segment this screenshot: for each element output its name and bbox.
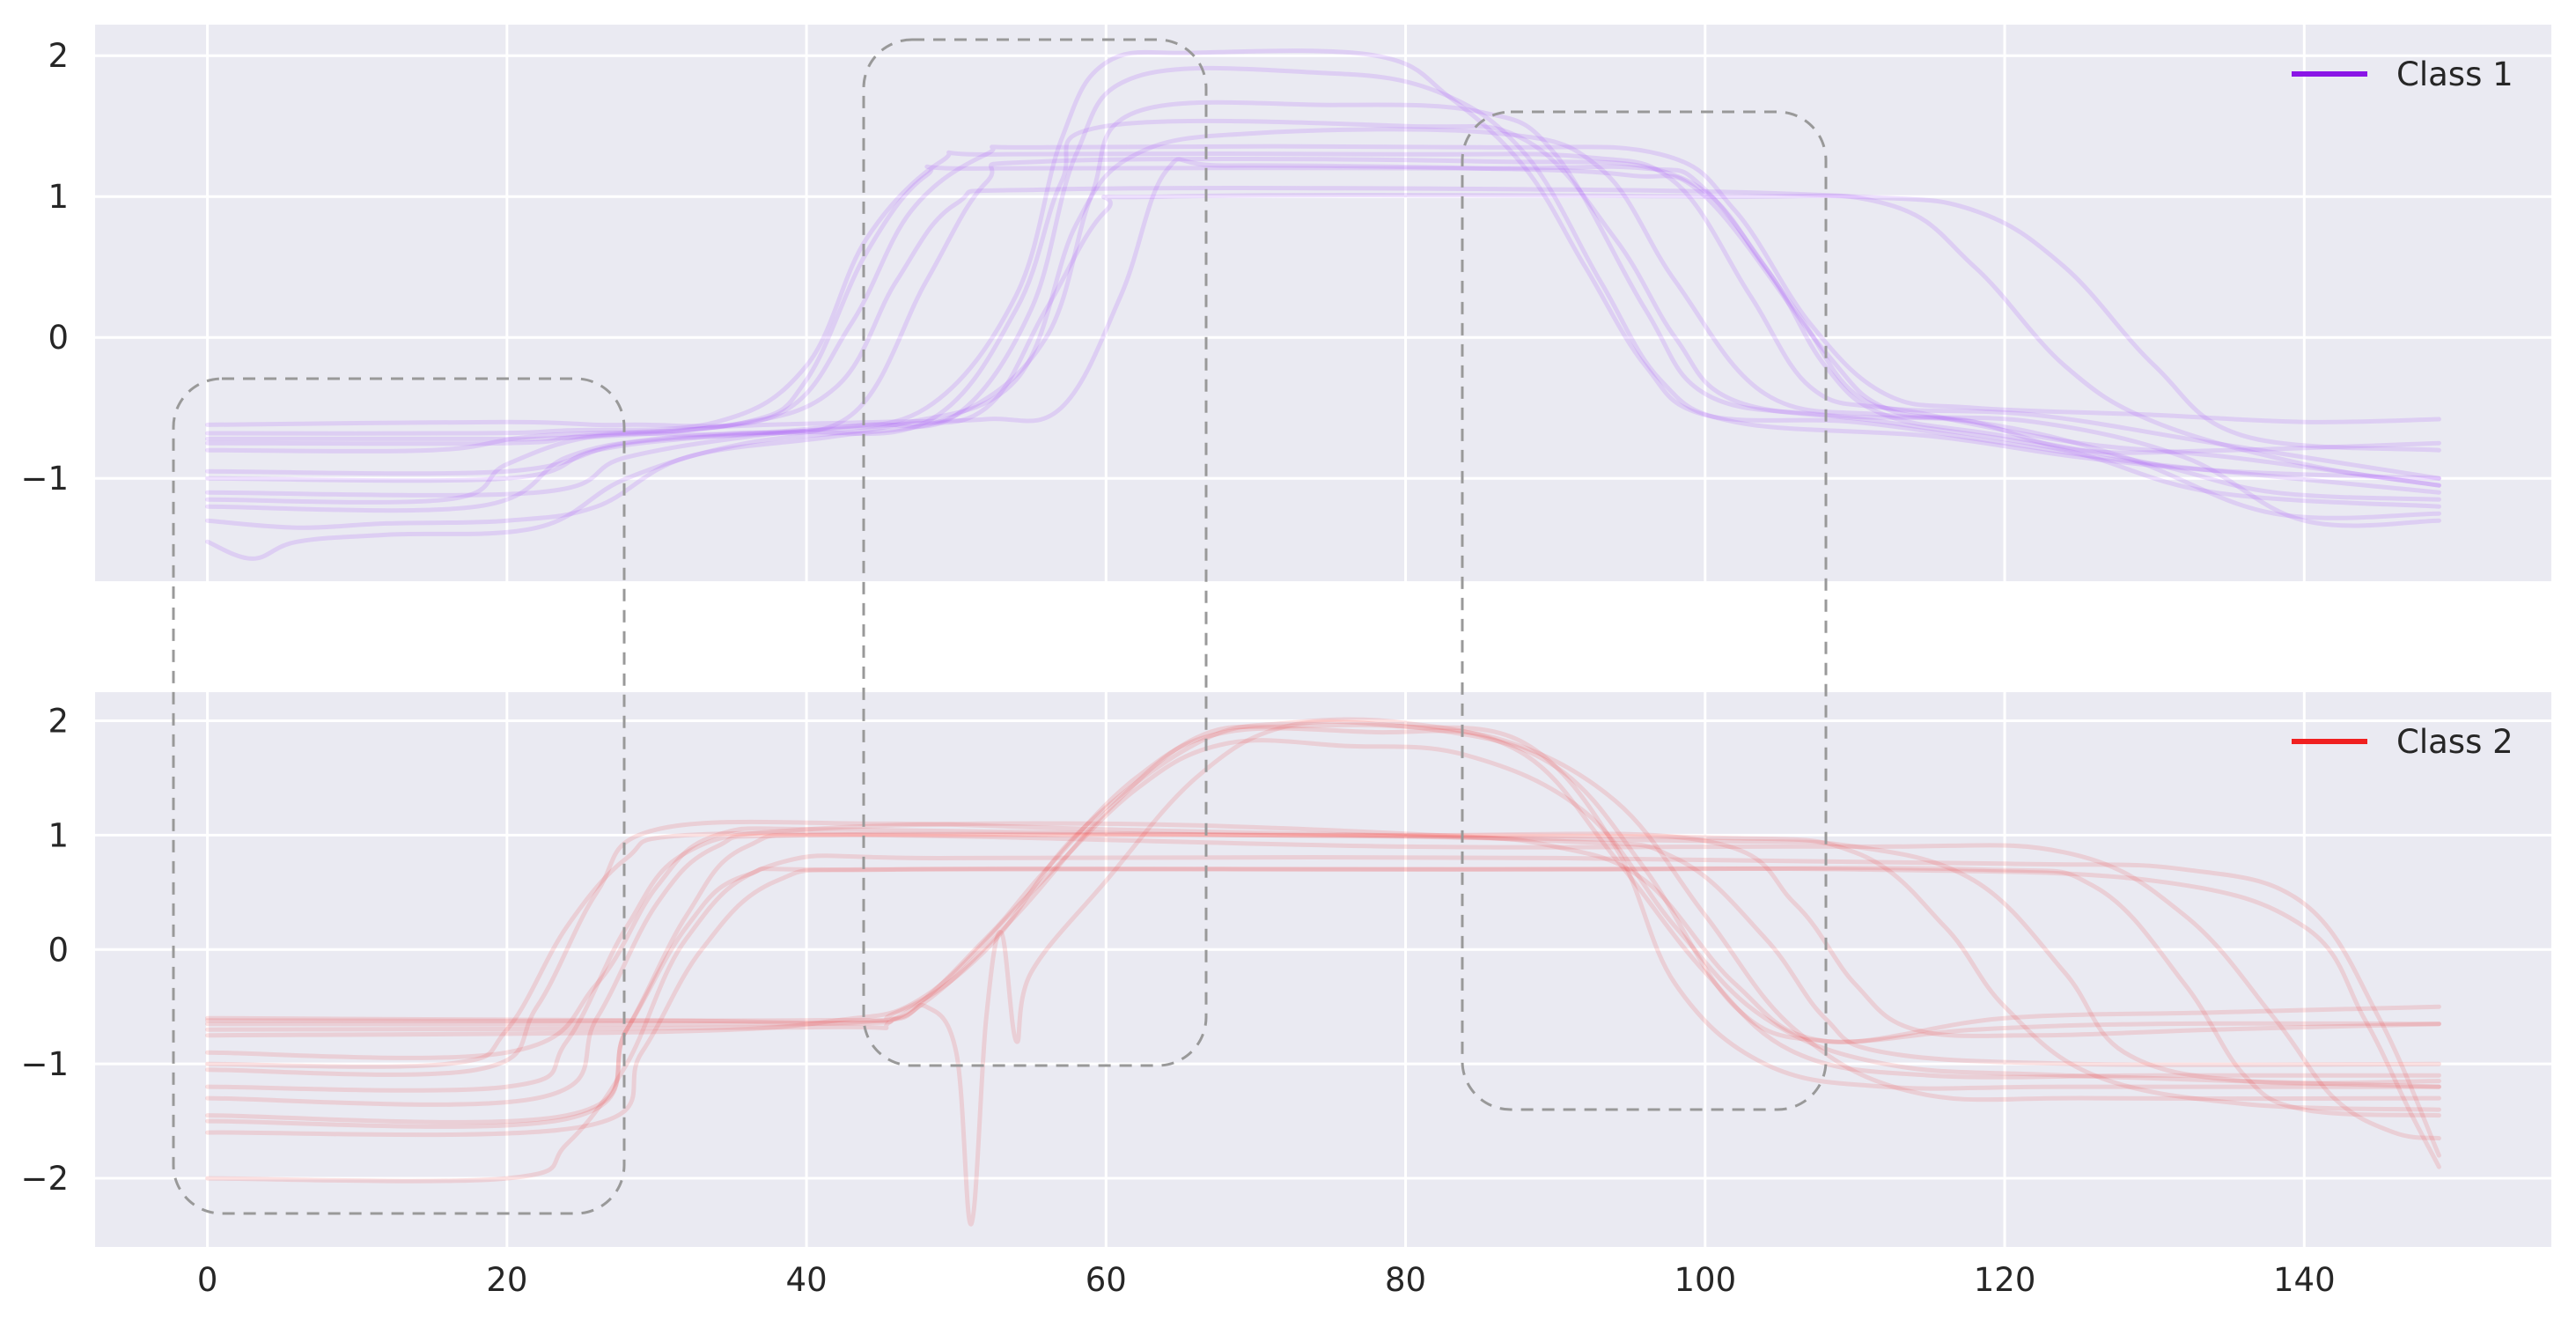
series-line-4 bbox=[205, 819, 2441, 1077]
panel-class-2: 2 1 0 −1 −2 0 20 40 60 80 100 120 140 Class 2 bbox=[20, 692, 2551, 1299]
y-tick-label: 0 bbox=[48, 319, 69, 357]
highlight-box-fall bbox=[1461, 110, 1828, 1111]
y-tick-label: 2 bbox=[48, 37, 69, 75]
series-line-8 bbox=[205, 144, 2441, 429]
series-line-1 bbox=[205, 157, 2441, 455]
y-tick-label: −1 bbox=[20, 1045, 69, 1083]
series-line-9 bbox=[205, 719, 2441, 1227]
series-line-4 bbox=[205, 48, 2441, 513]
series-line-2 bbox=[205, 164, 2441, 488]
series-line-2 bbox=[205, 717, 2441, 1080]
plot-area bbox=[95, 692, 2551, 1247]
y-tick-label: 1 bbox=[48, 816, 69, 854]
highlight-box-rise bbox=[862, 38, 1208, 1067]
x-tick-label: 0 bbox=[197, 1261, 218, 1299]
series-line-3 bbox=[205, 156, 2441, 505]
legend: Class 1 bbox=[2292, 55, 2513, 93]
series-group bbox=[205, 48, 2441, 561]
series-line-11 bbox=[205, 821, 2441, 1093]
series-line-5 bbox=[205, 65, 2441, 481]
x-tick-label: 140 bbox=[2273, 1261, 2336, 1299]
legend-label: Class 1 bbox=[2396, 55, 2513, 93]
y-tick-label: 2 bbox=[48, 702, 69, 740]
series-group bbox=[205, 717, 2441, 1227]
highlight-boxes bbox=[172, 38, 1828, 1215]
series-line-10 bbox=[205, 726, 2441, 1103]
x-tick-label: 60 bbox=[1086, 1261, 1127, 1299]
y-tick-label: 0 bbox=[48, 931, 69, 969]
series-line-8 bbox=[205, 853, 2441, 1184]
series-line-11 bbox=[205, 118, 2441, 509]
highlight-box-start bbox=[172, 377, 626, 1215]
x-tick-label: 100 bbox=[1674, 1261, 1736, 1299]
series-line-14 bbox=[205, 866, 2441, 1129]
series-line-3 bbox=[205, 830, 2441, 1069]
y-tick-label: −2 bbox=[20, 1160, 69, 1198]
series-line-5 bbox=[205, 831, 2441, 1107]
series-line-6 bbox=[205, 832, 2441, 1141]
x-tick-label: 120 bbox=[1974, 1261, 2036, 1299]
plot-area bbox=[95, 25, 2551, 581]
panel-class-1: 2 1 0 −1 Class 1 bbox=[20, 25, 2551, 581]
x-tick-label: 80 bbox=[1385, 1261, 1426, 1299]
series-line-1 bbox=[205, 722, 2441, 1044]
series-line-6 bbox=[205, 100, 2441, 530]
y-tick-label: 1 bbox=[48, 178, 69, 216]
x-tick-label: 40 bbox=[786, 1261, 828, 1299]
legend-label: Class 2 bbox=[2396, 723, 2513, 761]
legend: Class 2 bbox=[2292, 723, 2513, 761]
series-line-7 bbox=[205, 127, 2441, 561]
series-line-12 bbox=[205, 150, 2441, 481]
series-line-9 bbox=[205, 186, 2441, 454]
y-tick-label: −1 bbox=[20, 460, 69, 498]
series-line-12 bbox=[205, 738, 2441, 1089]
series-line-10 bbox=[205, 193, 2441, 488]
series-line-13 bbox=[205, 826, 2441, 1112]
x-tick-label: 20 bbox=[486, 1261, 527, 1299]
series-line-7 bbox=[205, 866, 2441, 1169]
